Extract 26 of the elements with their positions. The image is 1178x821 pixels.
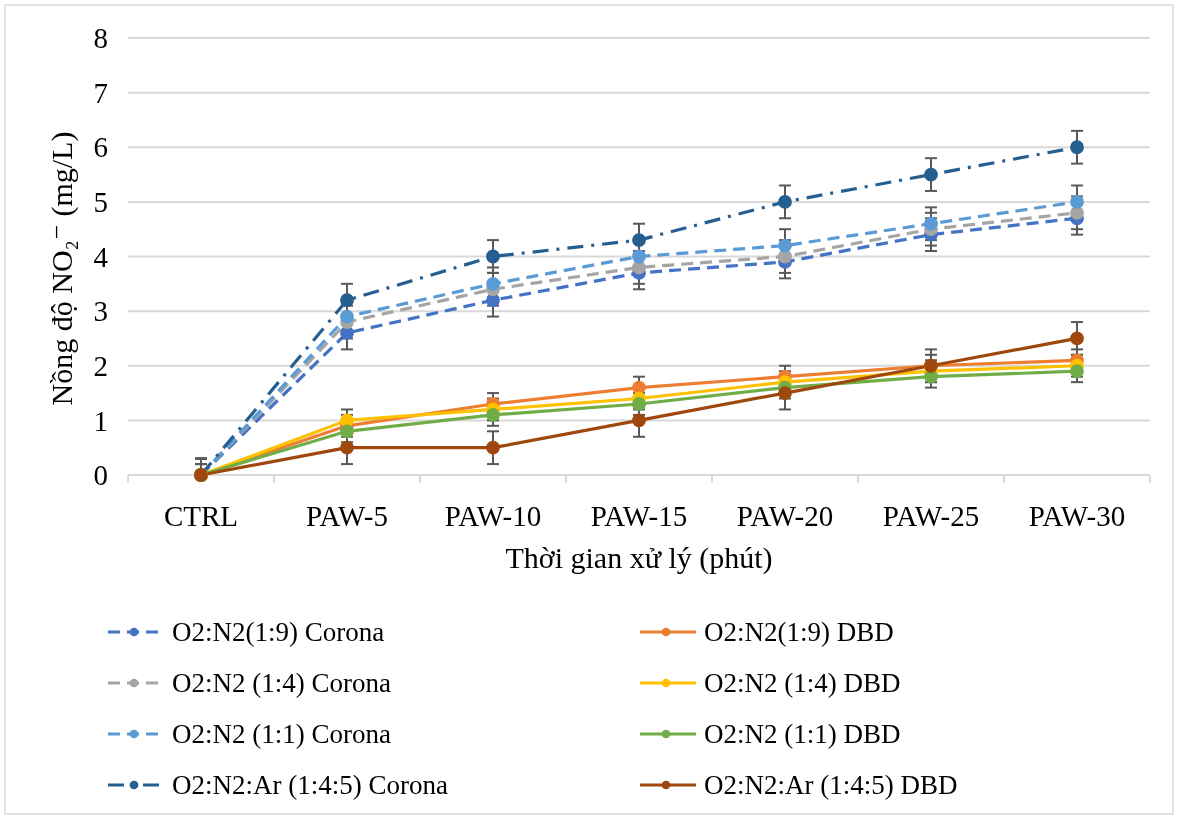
y-tick-label: 0 (93, 459, 108, 492)
y-tick-label: 1 (93, 404, 108, 437)
legend-label: O2:N2(1:9) DBD (704, 617, 894, 648)
y-tick-label: 4 (93, 240, 109, 273)
x-tick-label: PAW-10 (444, 500, 542, 532)
y-axis-title: Nồng độ NO₂⁻ (mg/L) (45, 131, 79, 406)
y-tick-label: 2 (93, 349, 108, 382)
legend-label: O2:N2 (1:4) DBD (704, 668, 901, 699)
y-tick-label: 5 (93, 186, 108, 219)
x-axis-title: Thời gian xử lý (phút) (505, 541, 773, 575)
x-tick-label: PAW-30 (1028, 500, 1126, 532)
x-tick-label: PAW-25 (882, 500, 980, 532)
legend-label: O2:N2 (1:4) Corona (172, 668, 391, 699)
x-tick-label: CTRL (163, 500, 239, 532)
legend-label: O2:N2(1:9) Corona (172, 617, 385, 648)
x-tick-label: PAW-5 (305, 500, 389, 532)
x-tick-label: PAW-15 (590, 500, 688, 532)
legend-label: O2:N2:Ar (1:4:5) Corona (172, 770, 448, 801)
y-tick-label: 7 (93, 76, 108, 109)
legend-label: O2:N2 (1:1) DBD (704, 719, 901, 750)
legend-label: O2:N2:Ar (1:4:5) DBD (704, 770, 958, 801)
y-tick-label: 3 (93, 295, 108, 328)
legend-label: O2:N2 (1:1) Corona (172, 719, 391, 750)
y-tick-label: 8 (93, 22, 108, 55)
y-tick-label: 6 (93, 131, 108, 164)
x-tick-label: PAW-20 (736, 500, 834, 532)
